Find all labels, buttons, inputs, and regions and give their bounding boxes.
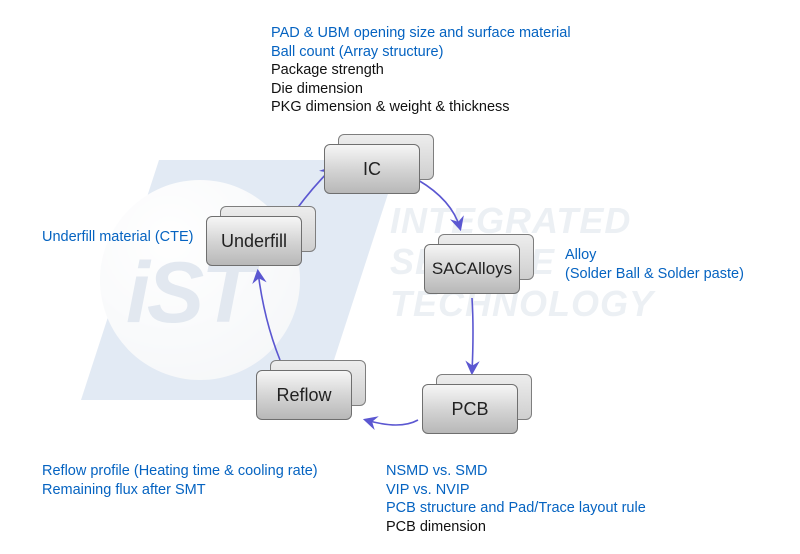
- node-reflow-label: Reflow: [256, 370, 352, 420]
- annotation-ic-line-2: Package strength: [271, 61, 571, 80]
- node-sac-label: SACAlloys: [424, 244, 520, 294]
- annotation-ic-line-1: Ball count (Array structure): [271, 43, 571, 62]
- annotation-reflow-line-1: Remaining flux after SMT: [42, 481, 318, 500]
- annotation-ic-line-0: PAD & UBM opening size and surface mater…: [271, 24, 571, 43]
- node-underfill-label: Underfill: [206, 216, 302, 266]
- annotation-sac: Alloy(Solder Ball & Solder paste): [565, 246, 744, 283]
- arrow-sac-to-pcb: [472, 298, 473, 372]
- annotation-pcb-line-2: PCB structure and Pad/Trace layout rule: [386, 499, 646, 518]
- arrow-pcb-to-reflow: [366, 420, 418, 425]
- arrow-ic-to-sac: [418, 180, 460, 228]
- annotation-pcb-line-3: PCB dimension: [386, 518, 646, 537]
- annotation-pcb-line-1: VIP vs. NVIP: [386, 481, 646, 500]
- annotation-ic-line-3: Die dimension: [271, 80, 571, 99]
- annotation-ic: PAD & UBM opening size and surface mater…: [271, 24, 571, 117]
- annotation-sac-line-0: Alloy: [565, 246, 744, 265]
- annotation-reflow-line-0: Reflow profile (Heating time & cooling r…: [42, 462, 318, 481]
- node-pcb-label: PCB: [422, 384, 518, 434]
- annotation-ic-line-4: PKG dimension & weight & thickness: [271, 98, 571, 117]
- annotation-sac-line-1: (Solder Ball & Solder paste): [565, 265, 744, 284]
- node-ic-label: IC: [324, 144, 420, 194]
- annotation-pcb: NSMD vs. SMDVIP vs. NVIPPCB structure an…: [386, 462, 646, 536]
- annotation-reflow: Reflow profile (Heating time & cooling r…: [42, 462, 318, 499]
- annotation-underfill: Underfill material (CTE): [42, 228, 193, 247]
- annotation-underfill-line-0: Underfill material (CTE): [42, 228, 193, 247]
- arrow-reflow-to-underfill: [258, 272, 280, 360]
- annotation-pcb-line-0: NSMD vs. SMD: [386, 462, 646, 481]
